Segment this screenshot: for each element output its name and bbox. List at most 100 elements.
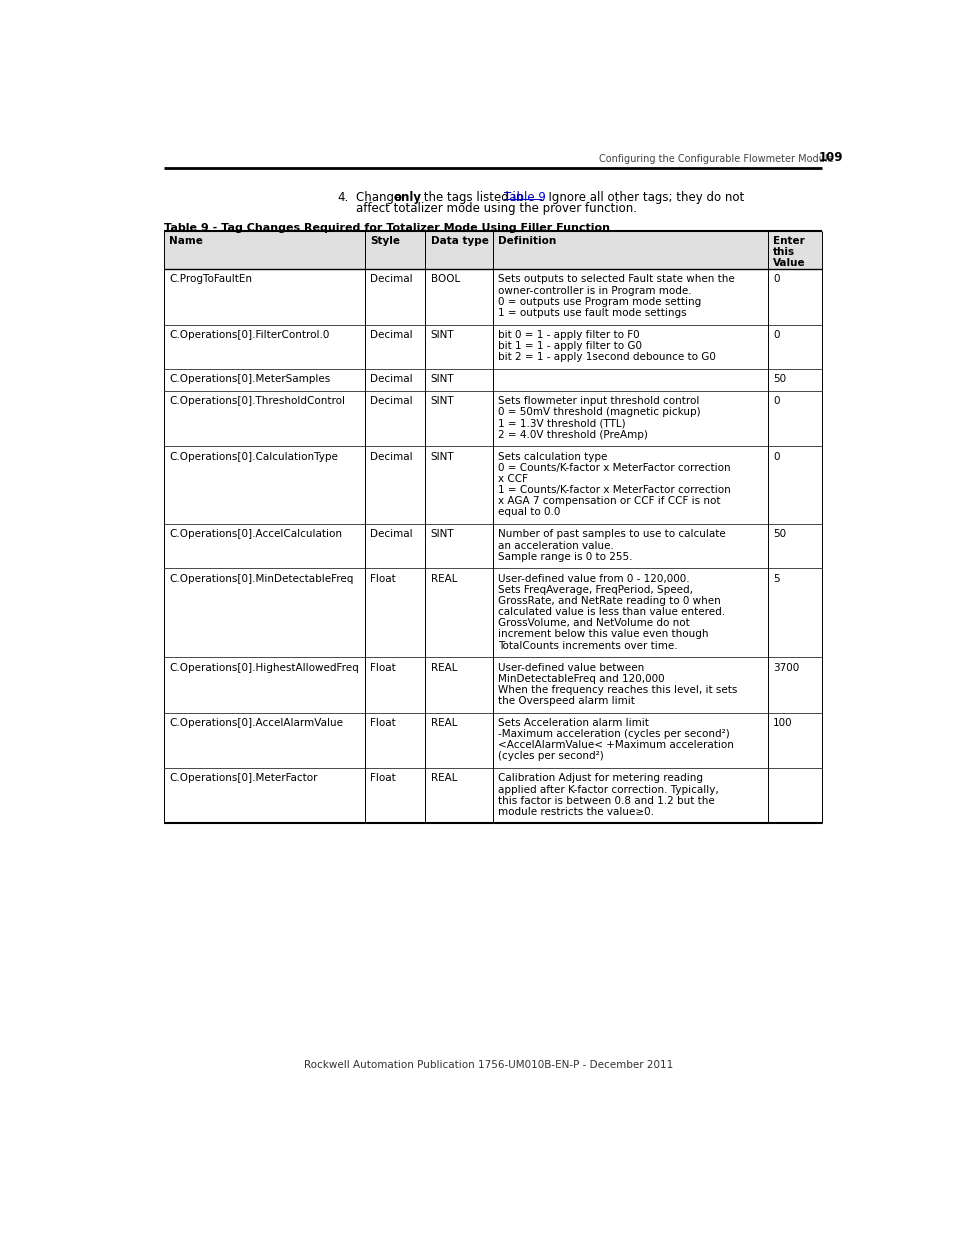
Bar xyxy=(164,390,821,446)
Text: Rockwell Automation Publication 1756-UM010B-EN-P - December 2011: Rockwell Automation Publication 1756-UM0… xyxy=(304,1060,673,1070)
Text: Float: Float xyxy=(370,718,395,727)
Text: bit 0 = 1 - apply filter to F0: bit 0 = 1 - apply filter to F0 xyxy=(497,330,639,340)
Text: 1 = 1.3V threshold (TTL): 1 = 1.3V threshold (TTL) xyxy=(497,419,625,429)
Text: 2 = 4.0V threshold (PreAmp): 2 = 4.0V threshold (PreAmp) xyxy=(497,430,647,440)
Text: calculated value is less than value entered.: calculated value is less than value ente… xyxy=(497,608,724,618)
Text: <AccelAlarmValue< +Maximum acceleration: <AccelAlarmValue< +Maximum acceleration xyxy=(497,740,733,751)
Text: the tags listed in: the tags listed in xyxy=(420,190,527,204)
Bar xyxy=(164,657,821,713)
Text: 109: 109 xyxy=(818,152,842,164)
Text: Sample range is 0 to 255.: Sample range is 0 to 255. xyxy=(497,552,632,562)
Text: module restricts the value≥0.: module restricts the value≥0. xyxy=(497,806,653,816)
Text: Table 9 - Tag Changes Required for Totalizer Mode Using Filler Function: Table 9 - Tag Changes Required for Total… xyxy=(164,222,609,233)
Text: Decimal: Decimal xyxy=(370,330,413,340)
Text: Sets Acceleration alarm limit: Sets Acceleration alarm limit xyxy=(497,718,648,727)
Text: C.ProgToFaultEn: C.ProgToFaultEn xyxy=(170,274,253,284)
Text: Sets flowmeter input threshold control: Sets flowmeter input threshold control xyxy=(497,396,699,406)
Text: 4.: 4. xyxy=(336,190,348,204)
Text: User-defined value from 0 - 120,000.: User-defined value from 0 - 120,000. xyxy=(497,573,689,584)
Text: Decimal: Decimal xyxy=(370,374,413,384)
Text: 50: 50 xyxy=(772,530,785,540)
Bar xyxy=(164,369,821,390)
Text: 3700: 3700 xyxy=(772,662,799,673)
Text: equal to 0.0: equal to 0.0 xyxy=(497,508,559,517)
Text: Change: Change xyxy=(356,190,405,204)
Text: GrossVolume, and NetVolume do not: GrossVolume, and NetVolume do not xyxy=(497,619,689,629)
Text: C.Operations[0].AccelCalculation: C.Operations[0].AccelCalculation xyxy=(170,530,342,540)
Text: Float: Float xyxy=(370,573,395,584)
Text: Float: Float xyxy=(370,662,395,673)
Text: 0 = outputs use Program mode setting: 0 = outputs use Program mode setting xyxy=(497,296,700,306)
Bar xyxy=(164,713,821,768)
Text: Decimal: Decimal xyxy=(370,396,413,406)
Text: 100: 100 xyxy=(772,718,792,727)
Text: 0: 0 xyxy=(772,274,779,284)
Text: Decimal: Decimal xyxy=(370,274,413,284)
Text: bit 2 = 1 - apply 1second debounce to G0: bit 2 = 1 - apply 1second debounce to G0 xyxy=(497,352,715,362)
Text: REAL: REAL xyxy=(431,662,456,673)
Text: this: this xyxy=(772,247,795,257)
Text: C.Operations[0].FilterControl.0: C.Operations[0].FilterControl.0 xyxy=(170,330,330,340)
Text: SINT: SINT xyxy=(431,374,454,384)
Text: C.Operations[0].HighestAllowedFreq: C.Operations[0].HighestAllowedFreq xyxy=(170,662,358,673)
Text: TotalCounts increments over time.: TotalCounts increments over time. xyxy=(497,641,677,651)
Text: C.Operations[0].CalculationType: C.Operations[0].CalculationType xyxy=(170,452,338,462)
Bar xyxy=(164,768,821,824)
Text: Definition: Definition xyxy=(497,236,556,246)
Text: Sets calculation type: Sets calculation type xyxy=(497,452,607,462)
Bar xyxy=(164,325,821,369)
Text: x CCF: x CCF xyxy=(497,474,527,484)
Text: -Maximum acceleration (cycles per second²): -Maximum acceleration (cycles per second… xyxy=(497,729,729,740)
Text: When the frequency reaches this level, it sets: When the frequency reaches this level, i… xyxy=(497,685,737,695)
Text: Configuring the Configurable Flowmeter Module: Configuring the Configurable Flowmeter M… xyxy=(598,154,833,164)
Bar xyxy=(164,568,821,657)
Text: C.Operations[0].MeterFactor: C.Operations[0].MeterFactor xyxy=(170,773,317,783)
Text: Enter: Enter xyxy=(772,236,804,246)
Text: 1 = outputs use fault mode settings: 1 = outputs use fault mode settings xyxy=(497,308,686,317)
Text: Name: Name xyxy=(170,236,203,246)
Text: SINT: SINT xyxy=(431,530,454,540)
Text: Sets FreqAverage, FreqPeriod, Speed,: Sets FreqAverage, FreqPeriod, Speed, xyxy=(497,585,692,595)
Text: owner-controller is in Program mode.: owner-controller is in Program mode. xyxy=(497,285,691,295)
Text: affect totalizer mode using the prover function.: affect totalizer mode using the prover f… xyxy=(356,201,637,215)
Bar xyxy=(164,269,821,325)
Text: C.Operations[0].ThresholdControl: C.Operations[0].ThresholdControl xyxy=(170,396,345,406)
Text: Calibration Adjust for metering reading: Calibration Adjust for metering reading xyxy=(497,773,702,783)
Bar xyxy=(164,231,821,269)
Text: BOOL: BOOL xyxy=(431,274,459,284)
Text: x AGA 7 compensation or CCF if CCF is not: x AGA 7 compensation or CCF if CCF is no… xyxy=(497,496,720,506)
Text: SINT: SINT xyxy=(431,452,454,462)
Text: Table 9: Table 9 xyxy=(504,190,546,204)
Text: increment below this value even though: increment below this value even though xyxy=(497,630,708,640)
Text: 1 = Counts/K-factor x MeterFactor correction: 1 = Counts/K-factor x MeterFactor correc… xyxy=(497,485,730,495)
Text: 50: 50 xyxy=(772,374,785,384)
Text: C.Operations[0].MeterSamples: C.Operations[0].MeterSamples xyxy=(170,374,331,384)
Text: Decimal: Decimal xyxy=(370,452,413,462)
Text: this factor is between 0.8 and 1.2 but the: this factor is between 0.8 and 1.2 but t… xyxy=(497,795,714,805)
Text: SINT: SINT xyxy=(431,330,454,340)
Text: Style: Style xyxy=(370,236,399,246)
Text: bit 1 = 1 - apply filter to G0: bit 1 = 1 - apply filter to G0 xyxy=(497,341,641,351)
Text: MinDetectableFreq and 120,000: MinDetectableFreq and 120,000 xyxy=(497,674,664,684)
Text: REAL: REAL xyxy=(431,718,456,727)
Text: applied after K-factor correction. Typically,: applied after K-factor correction. Typic… xyxy=(497,784,718,794)
Text: Float: Float xyxy=(370,773,395,783)
Text: User-defined value between: User-defined value between xyxy=(497,662,643,673)
Text: C.Operations[0].MinDetectableFreq: C.Operations[0].MinDetectableFreq xyxy=(170,573,354,584)
Text: Value: Value xyxy=(772,258,805,268)
Text: Decimal: Decimal xyxy=(370,530,413,540)
Text: Data type: Data type xyxy=(431,236,488,246)
Text: 0: 0 xyxy=(772,452,779,462)
Bar xyxy=(164,524,821,568)
Text: 0 = Counts/K-factor x MeterFactor correction: 0 = Counts/K-factor x MeterFactor correc… xyxy=(497,463,730,473)
Text: SINT: SINT xyxy=(431,396,454,406)
Text: C.Operations[0].AccelAlarmValue: C.Operations[0].AccelAlarmValue xyxy=(170,718,343,727)
Text: 0 = 50mV threshold (magnetic pickup): 0 = 50mV threshold (magnetic pickup) xyxy=(497,408,700,417)
Text: . Ignore all other tags; they do not: . Ignore all other tags; they do not xyxy=(540,190,743,204)
Text: an acceleration value.: an acceleration value. xyxy=(497,541,613,551)
Text: GrossRate, and NetRate reading to 0 when: GrossRate, and NetRate reading to 0 when xyxy=(497,597,720,606)
Text: Sets outputs to selected Fault state when the: Sets outputs to selected Fault state whe… xyxy=(497,274,734,284)
Text: REAL: REAL xyxy=(431,773,456,783)
Text: 0: 0 xyxy=(772,396,779,406)
Text: 5: 5 xyxy=(772,573,779,584)
